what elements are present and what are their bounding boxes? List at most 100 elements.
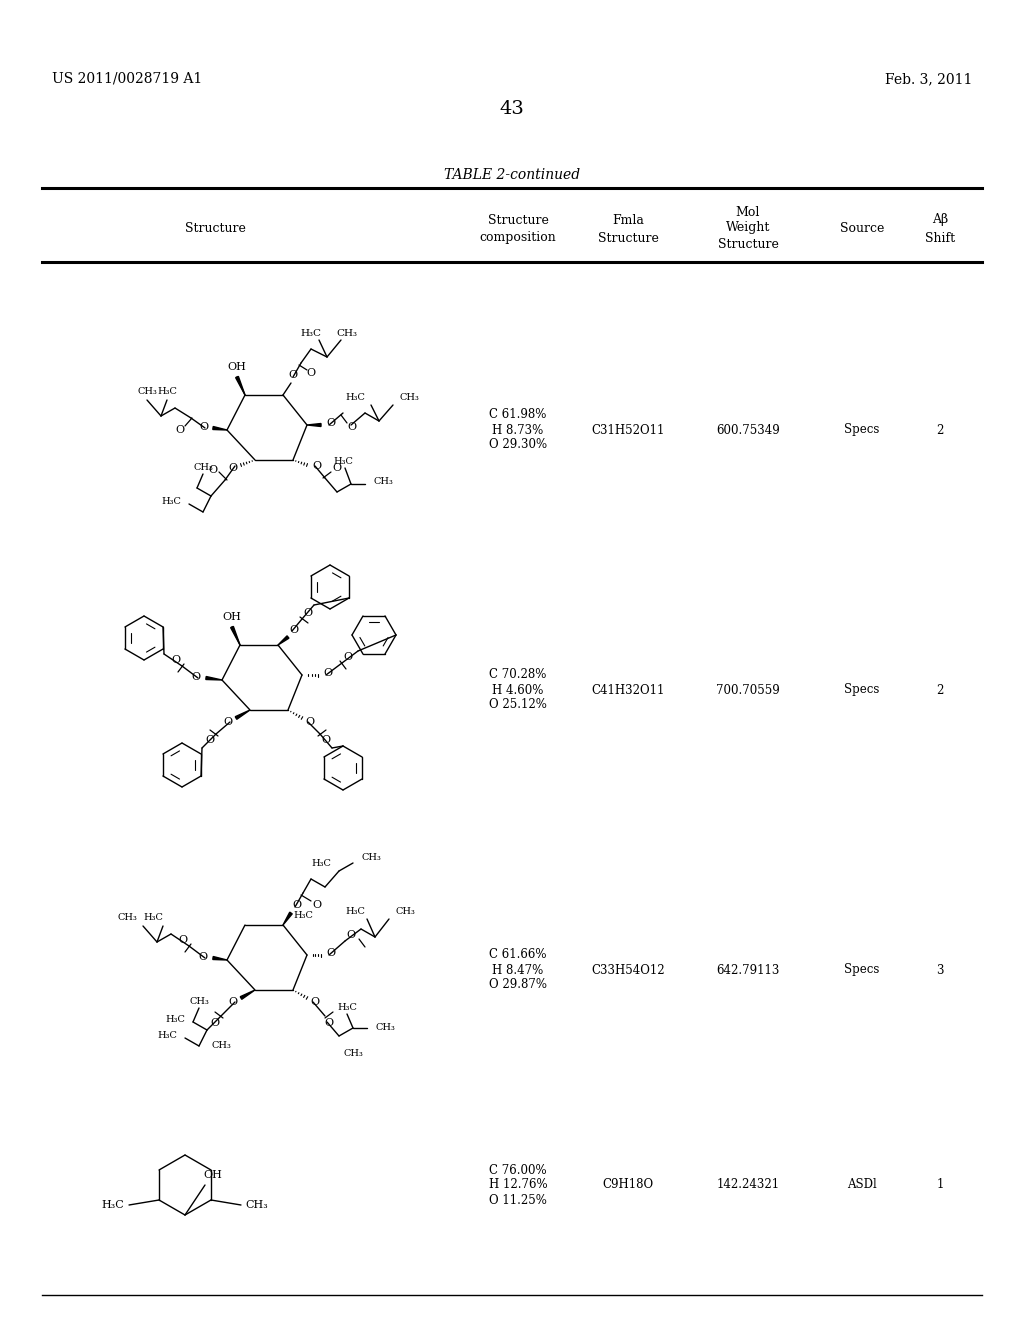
Text: O: O — [310, 997, 319, 1007]
Text: O: O — [211, 1018, 219, 1028]
Text: CH₃: CH₃ — [375, 1023, 395, 1032]
Text: Structure: Structure — [184, 222, 246, 235]
Text: C41H32O11: C41H32O11 — [591, 684, 665, 697]
Text: O: O — [289, 370, 298, 380]
Text: H₃C: H₃C — [300, 329, 322, 338]
Text: CH₃: CH₃ — [395, 907, 415, 916]
Text: CH₃: CH₃ — [211, 1041, 231, 1051]
Text: CH₃: CH₃ — [399, 392, 419, 401]
Text: O: O — [200, 422, 209, 432]
Text: CH₃: CH₃ — [246, 1200, 268, 1210]
Text: O: O — [178, 935, 187, 945]
Text: O: O — [228, 997, 238, 1007]
Text: O: O — [312, 461, 322, 471]
Text: O: O — [206, 735, 215, 744]
Text: Source: Source — [840, 222, 884, 235]
Text: Specs: Specs — [845, 684, 880, 697]
Text: C9H18O: C9H18O — [602, 1179, 653, 1192]
Text: 2: 2 — [936, 684, 944, 697]
Polygon shape — [278, 636, 289, 645]
Text: O: O — [333, 463, 342, 473]
Text: H₃C: H₃C — [101, 1200, 124, 1210]
Text: H₃C: H₃C — [293, 911, 313, 920]
Text: Weight: Weight — [726, 222, 770, 235]
Text: O: O — [293, 900, 301, 909]
Text: 43: 43 — [500, 100, 524, 117]
Text: O: O — [228, 463, 238, 473]
Text: OH: OH — [222, 612, 242, 622]
Text: OH: OH — [227, 362, 247, 372]
Polygon shape — [307, 424, 321, 426]
Text: O: O — [305, 717, 314, 727]
Text: O: O — [175, 425, 184, 436]
Text: CH₃: CH₃ — [361, 853, 381, 862]
Text: H₃C: H₃C — [161, 498, 181, 507]
Text: H₃C: H₃C — [311, 858, 331, 867]
Text: CH₃: CH₃ — [189, 998, 209, 1006]
Text: CH₃: CH₃ — [343, 1049, 362, 1059]
Text: O: O — [322, 735, 331, 744]
Polygon shape — [236, 376, 245, 395]
Text: C 61.98%
H 8.73%
O 29.30%: C 61.98% H 8.73% O 29.30% — [488, 408, 547, 451]
Text: O: O — [343, 652, 352, 663]
Text: O: O — [223, 717, 232, 727]
Text: 1: 1 — [936, 1179, 944, 1192]
Text: C 70.28%
H 4.60%
O 25.12%: C 70.28% H 4.60% O 25.12% — [489, 668, 547, 711]
Text: C 61.66%
H 8.47%
O 29.87%: C 61.66% H 8.47% O 29.87% — [489, 949, 547, 991]
Text: H₃C: H₃C — [333, 458, 353, 466]
Text: O: O — [347, 422, 356, 432]
Polygon shape — [213, 426, 227, 430]
Text: 2: 2 — [936, 424, 944, 437]
Text: H₃C: H₃C — [157, 388, 177, 396]
Text: Feb. 3, 2011: Feb. 3, 2011 — [885, 73, 972, 86]
Text: US 2011/0028719 A1: US 2011/0028719 A1 — [52, 73, 203, 86]
Text: H₃C: H₃C — [165, 1015, 185, 1024]
Text: Fmla: Fmla — [612, 214, 644, 227]
Text: composition: composition — [479, 231, 556, 244]
Text: Structure: Structure — [487, 214, 549, 227]
Text: O: O — [171, 655, 180, 665]
Text: H₃C: H₃C — [337, 1003, 357, 1012]
Text: O: O — [290, 624, 299, 635]
Text: O: O — [199, 952, 208, 962]
Text: 642.79113: 642.79113 — [717, 964, 779, 977]
Polygon shape — [230, 627, 240, 645]
Text: TABLE 2-continued: TABLE 2-continued — [444, 168, 580, 182]
Polygon shape — [283, 912, 292, 925]
Text: Specs: Specs — [845, 424, 880, 437]
Text: C33H54O12: C33H54O12 — [591, 964, 665, 977]
Polygon shape — [213, 957, 227, 960]
Text: O: O — [346, 931, 355, 940]
Text: O: O — [325, 1018, 334, 1028]
Text: Structure: Structure — [718, 238, 778, 251]
Text: Aβ: Aβ — [932, 214, 948, 227]
Text: CH₃: CH₃ — [117, 913, 137, 923]
Text: 600.75349: 600.75349 — [716, 424, 780, 437]
Text: Shift: Shift — [925, 231, 955, 244]
Text: O: O — [312, 900, 322, 909]
Text: CH₃: CH₃ — [137, 388, 157, 396]
Text: O: O — [303, 609, 312, 618]
Text: O: O — [327, 418, 336, 428]
Text: C31H52O11: C31H52O11 — [591, 424, 665, 437]
Text: H₃C: H₃C — [345, 392, 365, 401]
Text: C 76.00%
H 12.76%
O 11.25%: C 76.00% H 12.76% O 11.25% — [488, 1163, 547, 1206]
Text: O: O — [327, 948, 336, 958]
Text: O: O — [209, 465, 217, 475]
Text: O: O — [324, 668, 333, 678]
Text: H₃C: H₃C — [143, 913, 163, 923]
Polygon shape — [241, 990, 255, 999]
Text: CH₃: CH₃ — [194, 463, 213, 473]
Text: ASDl: ASDl — [847, 1179, 877, 1192]
Polygon shape — [236, 710, 250, 719]
Polygon shape — [206, 677, 222, 680]
Text: Specs: Specs — [845, 964, 880, 977]
Text: CH₃: CH₃ — [337, 329, 357, 338]
Text: 142.24321: 142.24321 — [717, 1179, 779, 1192]
Text: 700.70559: 700.70559 — [716, 684, 780, 697]
Text: O: O — [191, 672, 201, 682]
Text: H₃C: H₃C — [345, 907, 365, 916]
Text: Structure: Structure — [598, 231, 658, 244]
Text: Mol: Mol — [736, 206, 760, 219]
Text: OH: OH — [204, 1170, 222, 1180]
